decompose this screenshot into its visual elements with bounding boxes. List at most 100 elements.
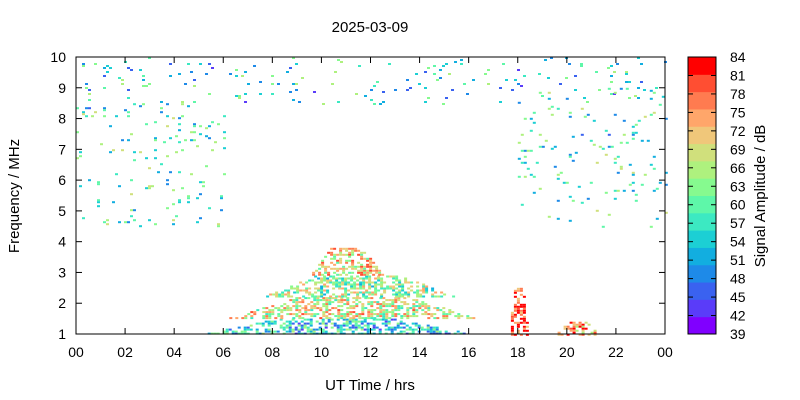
heatmap-cell xyxy=(412,309,416,312)
heatmap-cell xyxy=(367,297,371,300)
heatmap-cell xyxy=(445,63,448,65)
heatmap-cell xyxy=(365,295,369,298)
heatmap-cell xyxy=(513,333,517,336)
heatmap-cell xyxy=(321,328,325,331)
heatmap-cell xyxy=(370,317,374,320)
heatmap-cell xyxy=(346,311,350,314)
heatmap-cell xyxy=(295,303,299,306)
heatmap-cell xyxy=(433,317,437,320)
heatmap-cell xyxy=(373,317,377,320)
colorbar-swatch xyxy=(688,160,716,179)
heatmap-cell xyxy=(419,293,423,296)
heatmap-cell xyxy=(367,309,371,312)
heatmap-cell xyxy=(338,285,342,288)
heatmap-cell xyxy=(649,163,653,166)
heatmap-cell xyxy=(425,291,429,294)
heatmap-cell xyxy=(235,95,238,97)
heatmap-cell xyxy=(205,73,208,75)
heatmap-cell xyxy=(267,324,271,327)
heatmap-cell xyxy=(357,326,361,329)
heatmap-cell xyxy=(308,279,312,282)
heatmap-cell xyxy=(359,285,363,288)
heatmap-cell xyxy=(522,325,526,328)
heatmap-cell xyxy=(253,65,256,67)
heatmap-cell xyxy=(369,261,373,264)
heatmap-region-left-noise xyxy=(76,103,226,228)
heatmap-cell xyxy=(372,322,376,325)
heatmap-cell xyxy=(424,313,428,316)
heatmap-cell xyxy=(625,141,629,144)
heatmap-cell xyxy=(334,71,337,73)
heatmap-cell xyxy=(577,185,581,188)
heatmap-cell xyxy=(246,326,250,329)
heatmap-cell xyxy=(395,283,399,286)
heatmap-cell xyxy=(349,317,353,320)
x-tick-label: 04 xyxy=(166,344,182,360)
heatmap-cell xyxy=(335,283,339,286)
heatmap-cell xyxy=(94,63,97,65)
heatmap-cell xyxy=(311,279,315,282)
heatmap-cell xyxy=(363,324,367,327)
y-tick-label: 1 xyxy=(58,326,66,342)
heatmap-cell xyxy=(607,213,611,216)
heatmap-cell xyxy=(178,129,181,132)
heatmap-cell xyxy=(553,165,557,168)
heatmap-region-night-patch xyxy=(557,321,597,336)
heatmap-cell xyxy=(127,221,130,224)
heatmap-cell xyxy=(208,207,211,210)
heatmap-cell xyxy=(610,75,613,77)
heatmap-cell xyxy=(547,97,551,100)
heatmap-cell xyxy=(284,289,288,292)
heatmap-cell xyxy=(592,119,596,122)
heatmap-cell xyxy=(290,295,294,298)
heatmap-cell xyxy=(631,125,635,128)
heatmap-cell xyxy=(347,283,351,286)
heatmap-cell xyxy=(525,321,529,324)
heatmap-cell xyxy=(415,315,419,318)
heatmap-cell xyxy=(510,311,514,314)
heatmap-cell xyxy=(385,299,389,302)
heatmap-cell xyxy=(417,326,421,329)
heatmap-cell xyxy=(370,297,374,300)
heatmap-cell xyxy=(337,299,341,302)
heatmap-cell xyxy=(237,326,241,329)
heatmap-cell xyxy=(610,145,614,148)
heatmap-cell xyxy=(262,315,266,318)
heatmap-cell xyxy=(374,283,378,286)
heatmap-cell xyxy=(563,325,567,328)
heatmap-cell xyxy=(340,315,344,318)
heatmap-cell xyxy=(287,295,291,298)
heatmap-cell xyxy=(593,331,597,334)
heatmap-cell xyxy=(288,330,292,333)
heatmap-cell xyxy=(336,259,340,262)
heatmap-cell xyxy=(313,305,317,308)
heatmap-cell xyxy=(199,217,202,220)
heatmap-cell xyxy=(445,317,449,320)
heatmap-cell xyxy=(312,330,316,333)
heatmap-cell xyxy=(522,309,526,312)
heatmap-cell xyxy=(324,271,328,274)
heatmap-cell xyxy=(613,157,617,160)
heatmap-cell xyxy=(419,289,423,292)
heatmap-cell xyxy=(384,318,388,321)
heatmap-cell xyxy=(178,117,181,120)
heatmap-cell xyxy=(299,289,303,292)
heatmap-cell xyxy=(427,305,431,308)
heatmap-cell xyxy=(193,101,196,103)
heatmap-cell xyxy=(406,79,409,81)
heatmap-cell xyxy=(362,281,366,284)
heatmap-cell xyxy=(400,305,404,308)
heatmap-cell xyxy=(154,149,157,152)
heatmap-cell xyxy=(393,318,397,321)
heatmap-cell xyxy=(358,65,361,67)
heatmap-cell xyxy=(351,267,355,270)
heatmap-cell xyxy=(510,325,514,328)
heatmap-cell xyxy=(106,65,109,67)
heatmap-cell xyxy=(325,315,329,318)
heatmap-cell xyxy=(339,328,343,331)
heatmap-cell xyxy=(336,324,340,327)
heatmap-cell xyxy=(631,131,635,134)
heatmap-cell xyxy=(392,287,396,290)
heatmap-cell xyxy=(578,323,582,326)
heatmap-cell xyxy=(343,317,347,320)
